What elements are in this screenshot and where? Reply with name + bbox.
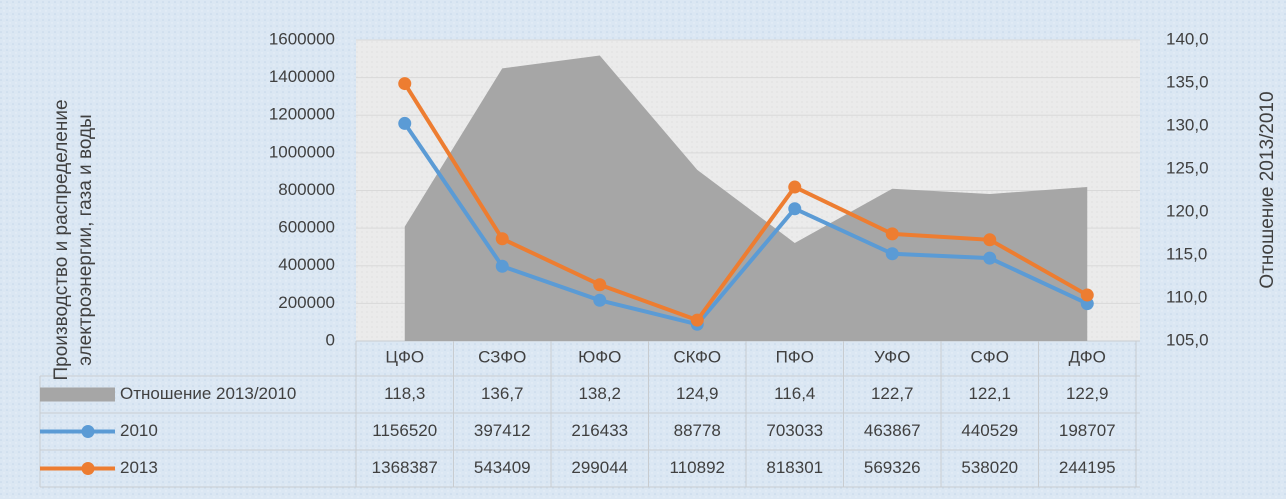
table-value: 703033: [766, 421, 823, 440]
marker: [690, 313, 704, 327]
y2-tick-label: 115,0: [1166, 244, 1207, 263]
marker: [788, 202, 802, 216]
marker: [495, 232, 509, 246]
marker: [983, 251, 997, 265]
legend-key: [81, 462, 95, 475]
x-tick-label: УФО: [874, 347, 910, 366]
y-axis-title: Производство и распределение: [51, 99, 72, 380]
y2-axis-title: Отношение 2013/2010: [1257, 91, 1278, 288]
y-tick-label: 800000: [278, 180, 335, 199]
marker: [788, 180, 802, 194]
legend-key: [40, 387, 115, 402]
y2-tick-label: 140,0: [1166, 29, 1209, 48]
x-tick-label: СЗФО: [478, 347, 526, 366]
y-tick-label: 1000000: [269, 142, 335, 161]
marker: [593, 293, 607, 307]
y-tick-label: 0: [326, 330, 335, 349]
table-value: 116,4: [774, 384, 815, 403]
table-value: 244195: [1059, 458, 1116, 477]
table-value: 440529: [961, 421, 1018, 440]
table-value: 569326: [864, 458, 921, 477]
table-value: 818301: [766, 458, 823, 477]
table-value: 198707: [1059, 421, 1116, 440]
x-tick-label: ДФО: [1069, 347, 1106, 366]
y-tick-label: 1600000: [269, 29, 335, 48]
table-value: 88778: [674, 421, 721, 440]
table-value: 397412: [474, 421, 531, 440]
table-value: 299044: [571, 458, 628, 477]
table-value: 118,3: [384, 384, 425, 403]
line: [403, 82, 1089, 323]
table-value: 110892: [670, 458, 725, 477]
table-value: 138,2: [578, 384, 621, 403]
marker: [398, 77, 412, 91]
y-axis-title: электроэнергии, газа и воды: [75, 114, 96, 365]
marker: [885, 247, 899, 261]
table-value: 538020: [961, 458, 1018, 477]
line: [403, 122, 1089, 327]
marker: [1080, 288, 1094, 302]
legend-label: 2010: [120, 421, 158, 440]
legend-label: Отношение 2013/2010: [120, 384, 296, 403]
marker: [983, 233, 997, 247]
y2-tick-label: 120,0: [1166, 201, 1209, 220]
legend-key: [81, 425, 95, 438]
legend-label: 2013: [120, 458, 158, 477]
y-tick-label: 1400000: [269, 67, 335, 86]
table-value: 136,7: [481, 384, 524, 403]
table-value: 1156520: [372, 421, 437, 440]
y-tick-label: 1200000: [269, 105, 335, 124]
x-tick-label: ЦФО: [385, 347, 424, 366]
table-value: 216433: [571, 421, 628, 440]
x-tick-label: ПФО: [776, 347, 814, 366]
table-value: 463867: [864, 421, 921, 440]
table-value: 543409: [474, 458, 531, 477]
marker: [495, 259, 509, 273]
table-value: 1368387: [372, 458, 438, 477]
table-value: 122,1: [968, 384, 1011, 403]
y-tick-label: 400000: [278, 255, 335, 274]
y-tick-label: 200000: [278, 293, 335, 312]
y2-tick-label: 135,0: [1166, 72, 1209, 91]
marker: [398, 116, 412, 130]
marker: [593, 278, 607, 292]
table-value: 122,7: [871, 384, 914, 403]
y2-tick-label: 105,0: [1166, 330, 1209, 349]
table-value: 124,9: [676, 384, 719, 403]
area: [404, 55, 1088, 341]
y2-tick-label: 110,0: [1166, 287, 1207, 306]
x-tick-label: ЮФО: [578, 347, 621, 366]
x-tick-label: СФО: [971, 347, 1009, 366]
y2-tick-label: 130,0: [1166, 115, 1209, 134]
y2-tick-label: 125,0: [1166, 158, 1209, 177]
y-tick-label: 600000: [278, 218, 335, 237]
marker: [885, 227, 899, 241]
table-value: 122,9: [1066, 384, 1109, 403]
x-tick-label: СКФО: [673, 347, 721, 366]
